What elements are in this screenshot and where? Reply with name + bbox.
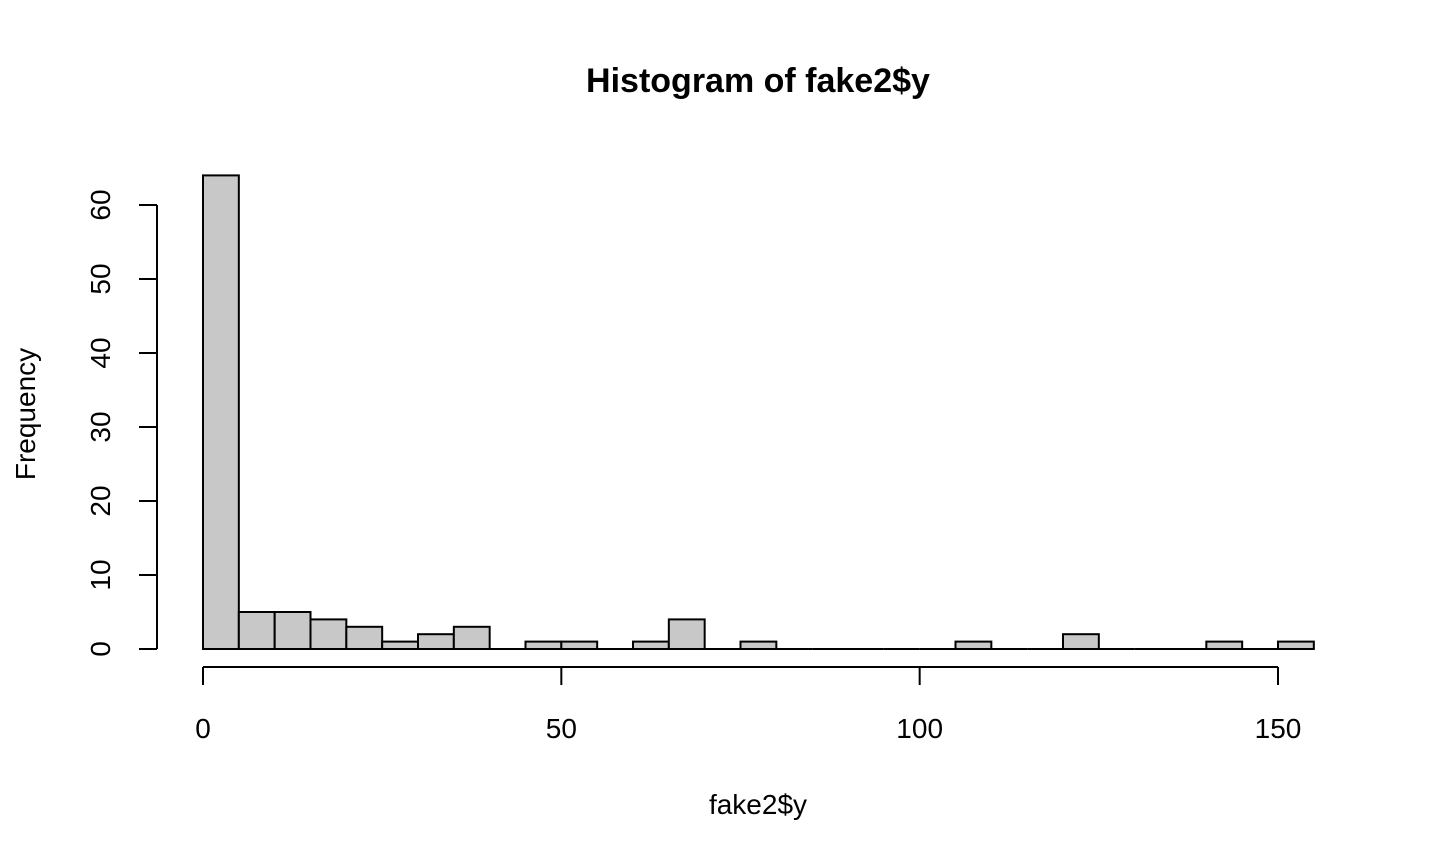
y-tick-label: 30 <box>85 411 116 442</box>
histogram-bar <box>739 640 778 650</box>
x-tick-label: 100 <box>896 713 943 744</box>
histogram-bar <box>237 611 276 650</box>
histogram-bar <box>202 174 240 650</box>
bars-group <box>202 174 1315 651</box>
x-axis-label: fake2$y <box>709 789 807 820</box>
histogram-bar <box>1062 633 1100 651</box>
histogram-bar <box>273 611 312 650</box>
chart-title: Histogram of fake2$y <box>586 62 930 100</box>
histogram-bar <box>345 625 384 650</box>
y-tick-label: 50 <box>85 263 116 294</box>
histogram-bar <box>452 625 491 650</box>
y-tick-label: 20 <box>85 485 116 516</box>
histogram-bar <box>1277 640 1315 650</box>
histogram-bar <box>309 618 348 651</box>
histogram-bar <box>667 618 706 651</box>
y-axis-label: Frequency <box>10 348 41 480</box>
y-tick-label: 60 <box>85 189 116 220</box>
x-tick-label: 0 <box>195 713 211 744</box>
x-tick-label: 150 <box>1255 713 1302 744</box>
histogram-bar <box>632 640 670 650</box>
y-tick-label: 40 <box>85 337 116 368</box>
y-tick-label: 0 <box>85 641 116 657</box>
x-axis: 0 50 100 150 <box>195 666 1302 744</box>
histogram-bar <box>524 640 563 650</box>
x-tick-label: 50 <box>546 713 577 744</box>
histogram-bar <box>954 640 993 650</box>
histogram-bar <box>1205 640 1244 650</box>
y-tick-label: 10 <box>85 559 116 590</box>
y-axis: 0 10 20 30 40 50 60 <box>85 189 158 657</box>
histogram-bar <box>560 640 599 650</box>
histogram-bar <box>381 640 419 650</box>
histogram-bar <box>417 633 455 651</box>
